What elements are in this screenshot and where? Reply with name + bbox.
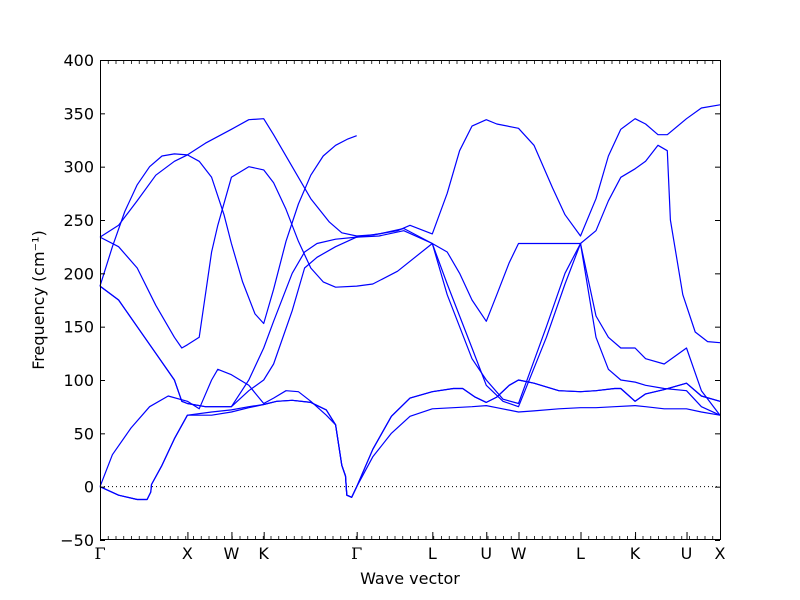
y-tick-label: 0 <box>84 478 94 497</box>
x-tick-label-U: U <box>480 544 492 563</box>
y-tick-labels: −50 0 50 100 150 200 250 300 350 400 <box>60 51 94 550</box>
phonon-bands <box>99 104 721 501</box>
x-tick-label-L: L <box>428 544 437 563</box>
x-tick-label-Γ: Γ <box>351 544 362 563</box>
band-line-8 <box>99 135 357 325</box>
y-tick-label: 50 <box>74 424 94 443</box>
plot-frame <box>100 60 721 540</box>
x-tick-label-L: L <box>576 544 585 563</box>
x-tick-label-W: W <box>511 544 527 563</box>
band-line-7 <box>99 104 721 238</box>
y-tick-label: 350 <box>63 104 94 123</box>
y-tick-label: 250 <box>63 211 94 230</box>
x-tick-label-K: K <box>630 544 641 563</box>
band-line-5 <box>99 230 721 416</box>
y-axis-label: Frequency (cm⁻¹) <box>29 230 48 369</box>
y-tick-label: 100 <box>63 371 94 390</box>
x-axis-label: Wave vector <box>360 569 460 588</box>
y-tick-label: 150 <box>63 318 94 337</box>
y-tick-label: −50 <box>60 531 94 550</box>
x-tick-label-U: U <box>681 544 693 563</box>
y-tick-label: 300 <box>63 158 94 177</box>
x-tick-label-X: X <box>182 544 193 563</box>
x-tick-label-Γ: Γ <box>94 544 105 563</box>
x-tick-label-X: X <box>715 544 726 563</box>
band-line-6 <box>99 144 721 349</box>
y-tick-label: 400 <box>63 51 94 70</box>
band-line-3 <box>99 368 721 498</box>
y-tick-label: 200 <box>63 264 94 283</box>
x-tick-label-K: K <box>258 544 269 563</box>
x-tick-label-W: W <box>224 544 240 563</box>
